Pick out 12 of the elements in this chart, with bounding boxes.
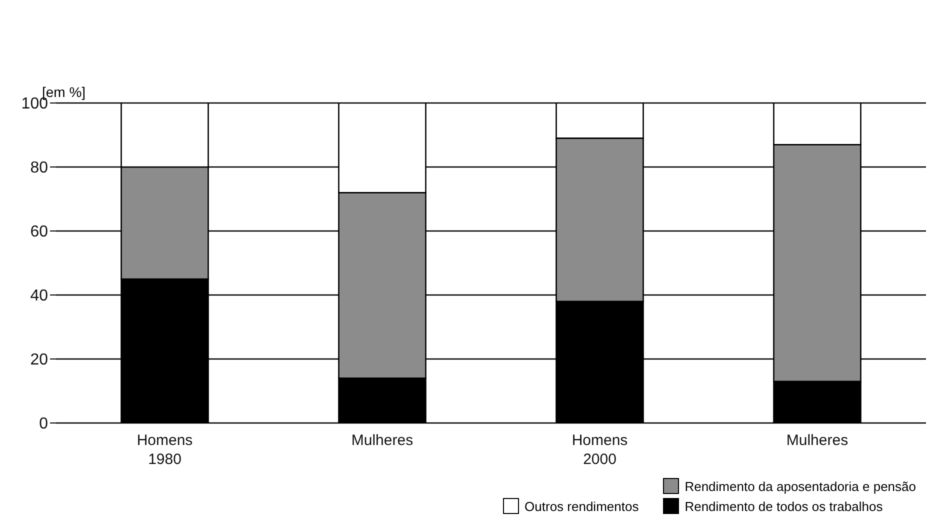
legend-label: Rendimento de todos os trabalhos bbox=[684, 498, 884, 514]
legend-label: Rendimento da aposentadoria e pensão bbox=[684, 478, 916, 494]
y-tick-label: 40 bbox=[30, 288, 48, 305]
x-tick-label: Mulheres bbox=[786, 432, 848, 449]
legend-label: Outros rendimentos bbox=[524, 498, 639, 514]
y-tick-label: 80 bbox=[30, 160, 48, 177]
y-tick-label: 0 bbox=[39, 416, 48, 433]
x-tick-label: Homens 2000 bbox=[572, 432, 628, 468]
y-tick-label: 60 bbox=[30, 224, 48, 241]
x-tick-label: Mulheres bbox=[351, 432, 414, 449]
y-tick-label: 20 bbox=[30, 352, 48, 369]
x-tick-label: Homens 1980 bbox=[136, 432, 193, 468]
